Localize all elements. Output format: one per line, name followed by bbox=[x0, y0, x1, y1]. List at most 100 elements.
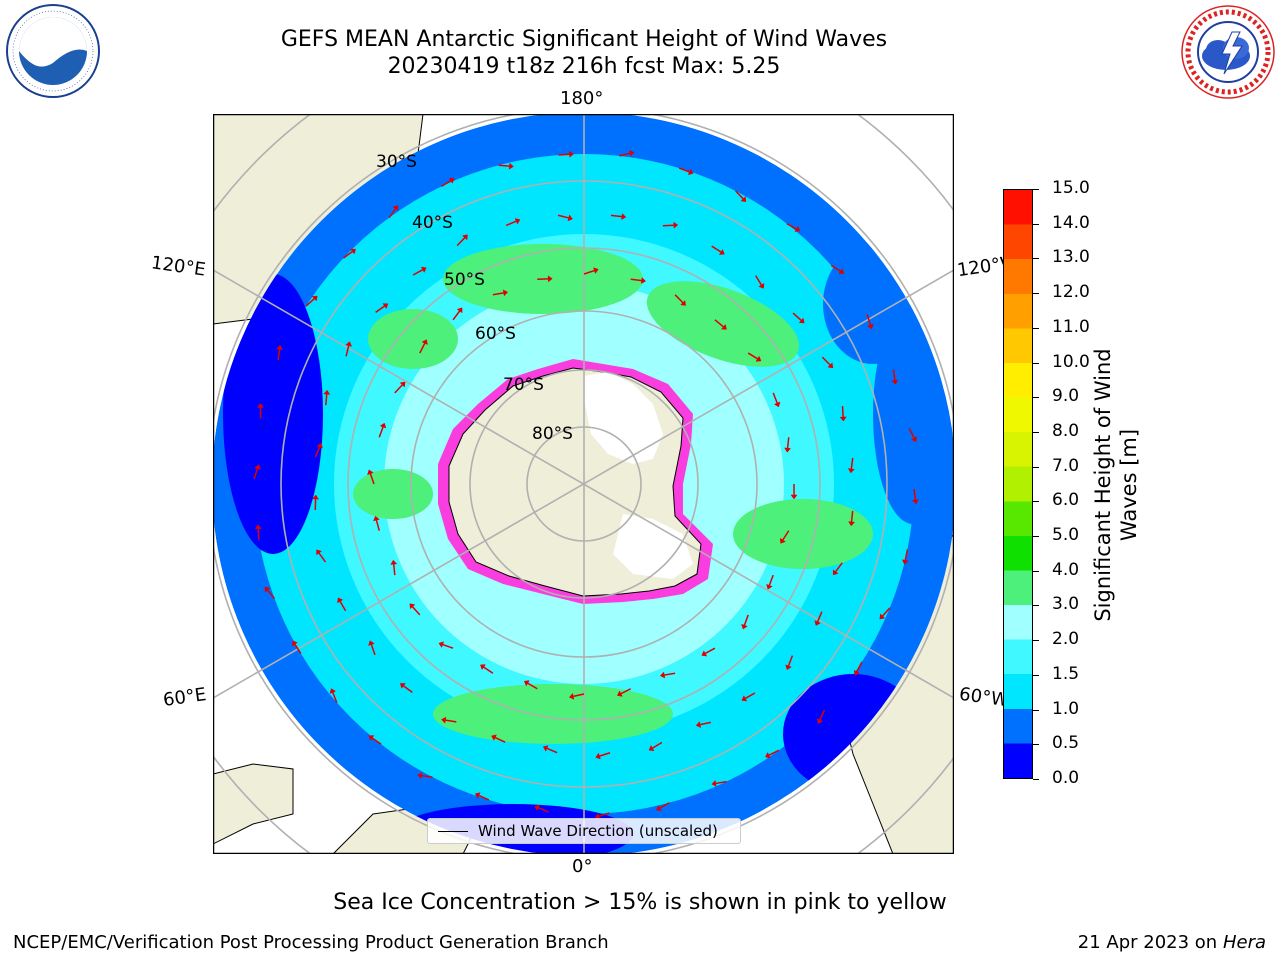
wind-arrow-head bbox=[345, 341, 353, 347]
wind-arrow-head bbox=[438, 641, 445, 648]
wind-arrow bbox=[881, 607, 891, 617]
wind-arrow-head bbox=[687, 168, 694, 176]
wind-arrow bbox=[452, 310, 461, 321]
wind-arrow bbox=[412, 269, 424, 276]
wind-arrow-head bbox=[595, 752, 601, 760]
wind-arrow bbox=[403, 685, 413, 694]
wind-arrow-head bbox=[695, 721, 702, 729]
wind-arrow bbox=[339, 600, 347, 612]
lat-label-40s: 40°S bbox=[412, 213, 453, 233]
sea-ice-note: Sea Ice Concentration > 15% is shown in … bbox=[333, 890, 947, 915]
wind-arrow-head bbox=[373, 515, 380, 522]
wind-arrow-head bbox=[814, 620, 821, 626]
wind-arrow bbox=[325, 394, 328, 406]
wind-arrow-head bbox=[867, 323, 874, 330]
wind-arrow-head bbox=[648, 745, 655, 752]
wind-arrow-head bbox=[523, 680, 530, 687]
wind-arrow-head bbox=[514, 218, 521, 225]
wind-arrow bbox=[478, 794, 490, 801]
colorbar-tick-mark bbox=[1033, 189, 1039, 190]
wind-arrow-head bbox=[741, 695, 748, 702]
wind-arrow bbox=[573, 693, 585, 698]
wind-arrow-head bbox=[740, 196, 747, 202]
wind-arrow bbox=[345, 345, 350, 357]
wind-arrow bbox=[441, 180, 452, 188]
footer-host: Hera bbox=[1222, 932, 1266, 953]
svg-text:NOAA: NOAA bbox=[32, 27, 74, 42]
wind-arrow-head bbox=[257, 403, 265, 408]
wind-arrow bbox=[704, 647, 716, 655]
lat-label-70s: 70°S bbox=[503, 375, 544, 395]
wind-arrow-head bbox=[910, 436, 918, 443]
wind-arrow-head bbox=[827, 362, 834, 369]
wind-arrow-head bbox=[491, 734, 497, 741]
wind-arrow-head bbox=[680, 300, 686, 306]
wind-arrow-head bbox=[784, 447, 792, 453]
wind-arrow bbox=[782, 530, 790, 541]
colorbar-tick-mark bbox=[1033, 293, 1039, 295]
footer-credit: NCEP/EMC/Verification Post Processing Pr… bbox=[13, 932, 609, 953]
wind-arrow bbox=[715, 780, 727, 785]
lon-label-0: 0° bbox=[572, 856, 593, 877]
wind-arrow-head bbox=[311, 295, 318, 302]
wind-arrow-head bbox=[448, 177, 455, 184]
wind-arrow-head bbox=[367, 469, 374, 476]
wind-arrow bbox=[850, 510, 854, 522]
wind-arrow bbox=[821, 356, 831, 366]
wind-arrow bbox=[419, 342, 426, 354]
wind-arrow-head bbox=[721, 323, 727, 330]
wind-arrow-head bbox=[390, 559, 398, 565]
wind-arrow bbox=[744, 692, 756, 700]
wind-arrow-head bbox=[838, 268, 845, 275]
wind-arrow bbox=[913, 488, 917, 501]
wind-arrow bbox=[659, 802, 670, 809]
wind-arrow bbox=[904, 549, 909, 561]
wind-arrow bbox=[557, 214, 569, 219]
wind-arrow-head bbox=[655, 804, 662, 812]
wind-arrow-head bbox=[839, 416, 847, 422]
colorbar-tick-label: 5.0 bbox=[1052, 525, 1080, 546]
wind-arrow bbox=[371, 737, 382, 745]
wind-arrow bbox=[505, 220, 517, 227]
wind-arrow bbox=[908, 427, 915, 439]
wind-arrow bbox=[305, 298, 315, 307]
wind-arrow-head bbox=[350, 248, 356, 255]
wind-arrow-head bbox=[790, 494, 798, 500]
wind-arrow-head bbox=[758, 282, 765, 289]
wind-arrow-head bbox=[392, 205, 399, 211]
wind-arrow-head bbox=[316, 549, 322, 556]
wind-arrow-head bbox=[629, 149, 635, 157]
wind-arrow-head bbox=[456, 307, 463, 314]
wind-arrow-head bbox=[879, 613, 886, 620]
chart-subtitle: 20230419 t18z 216h fcst Max: 5.25 bbox=[387, 54, 781, 79]
wind-arrow-head bbox=[316, 442, 323, 449]
wind-arrow-head bbox=[741, 623, 748, 630]
colorbar bbox=[1003, 189, 1033, 779]
colorbar-tick-label: 9.0 bbox=[1052, 386, 1080, 407]
wind-arrow bbox=[421, 774, 433, 778]
wind-arrow bbox=[445, 719, 457, 723]
lat-label-60s: 60°S bbox=[475, 324, 516, 344]
wind-arrow-head bbox=[798, 317, 805, 324]
wind-arrow-head bbox=[382, 303, 389, 310]
lat-label-50s: 50°S bbox=[444, 270, 485, 290]
wind-arrow-head bbox=[292, 640, 298, 647]
wind-arrow-head bbox=[542, 745, 549, 752]
wind-arrow bbox=[411, 606, 421, 616]
wind-arrow bbox=[787, 655, 794, 667]
wind-arrow bbox=[619, 152, 631, 157]
wind-arrow-head bbox=[766, 583, 773, 590]
colorbar-tick-mark bbox=[1033, 223, 1039, 225]
wind-arrow-head bbox=[847, 468, 855, 474]
colorbar-tick-mark bbox=[1033, 570, 1039, 572]
wind-arrow bbox=[375, 305, 386, 313]
colorbar-tick-label: 0.0 bbox=[1052, 768, 1080, 788]
colorbar-tick-label: 15.0 bbox=[1052, 178, 1090, 198]
noaa-logo: NOAA bbox=[6, 4, 100, 98]
wind-arrow-head bbox=[621, 213, 627, 221]
wind-arrow-head bbox=[901, 559, 909, 565]
wind-arrow-head bbox=[337, 597, 344, 604]
colorbar-tick-label: 2.0 bbox=[1052, 629, 1080, 650]
wind-arrow-head bbox=[848, 521, 856, 527]
wind-arrow-head bbox=[547, 275, 553, 283]
